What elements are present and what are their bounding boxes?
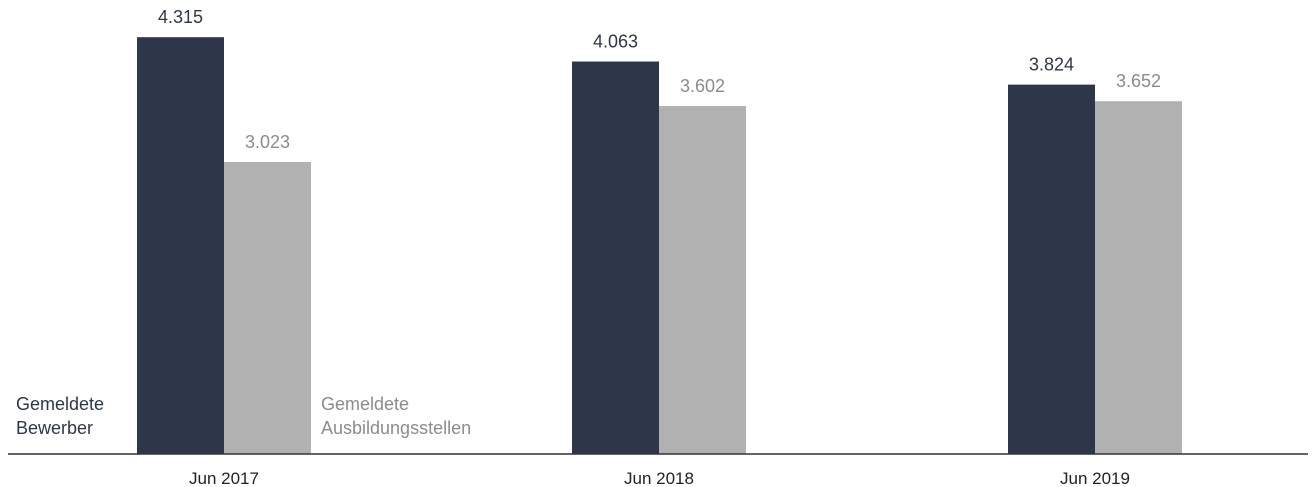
value-label-s1-c2: 3.652 (1116, 71, 1161, 91)
bar-s0-c0 (137, 37, 224, 454)
category-labels-layer: Jun 2017 Jun 2018 Jun 2019 (189, 469, 1130, 487)
category-label-2: Jun 2019 (1060, 469, 1130, 487)
value-label-s0-c0: 4.315 (158, 7, 203, 27)
series-label-bewerber-line2: Bewerber (16, 418, 93, 438)
series-label-bewerber: Gemeldete Bewerber (16, 394, 109, 438)
bar-s0-c1 (572, 61, 659, 454)
bar-s0-c2 (1008, 84, 1095, 455)
bar-s1-c1 (659, 106, 746, 454)
value-labels-layer: 4.315 3.023 4.063 3.602 3.824 3.652 (158, 7, 1161, 152)
value-label-s1-c1: 3.602 (680, 76, 725, 96)
series-label-ausbildungsstellen: Gemeldete Ausbildungsstellen (321, 394, 471, 438)
bars-layer (137, 37, 1182, 455)
series-label-ausbildungsstellen-line1: Gemeldete (321, 394, 409, 414)
bar-s1-c0 (224, 161, 311, 454)
series-label-ausbildungsstellen-line2: Ausbildungsstellen (321, 418, 471, 438)
category-label-1: Jun 2018 (624, 469, 694, 487)
series-label-bewerber-line1: Gemeldete (16, 394, 104, 414)
category-label-0: Jun 2017 (189, 469, 259, 487)
value-label-s1-c0: 3.023 (245, 132, 290, 152)
bar-s1-c2 (1095, 101, 1182, 455)
value-label-s0-c2: 3.824 (1029, 55, 1074, 75)
value-label-s0-c1: 4.063 (593, 32, 638, 52)
